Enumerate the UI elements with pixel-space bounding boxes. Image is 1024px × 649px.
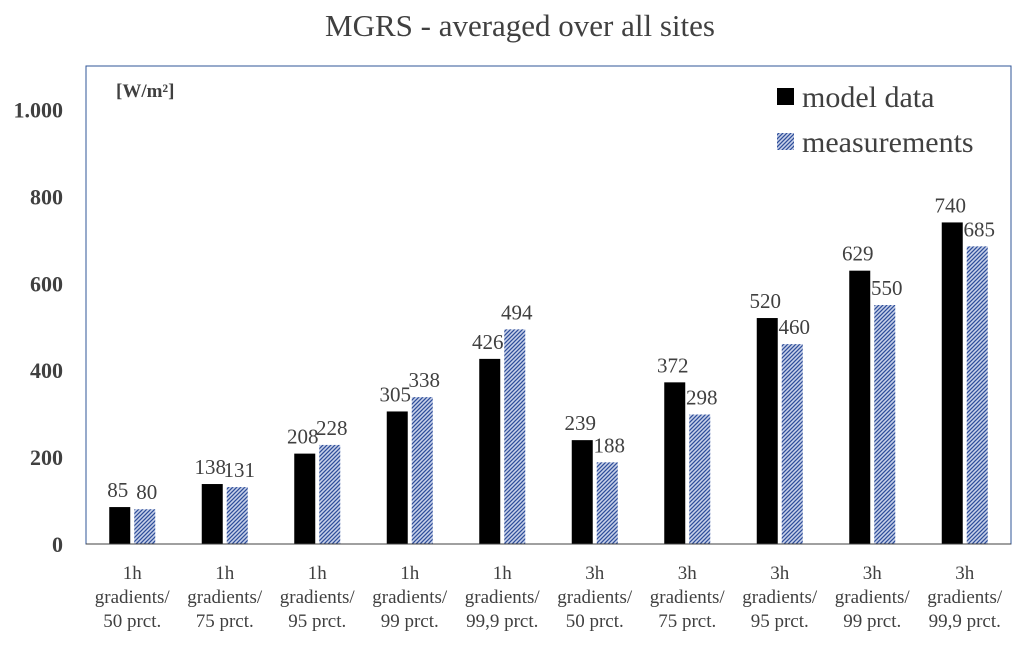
y-tick-label: 600 <box>30 271 63 296</box>
bar-model-data <box>756 318 778 544</box>
data-label-model-data: 239 <box>565 411 597 435</box>
bar-measurements <box>966 246 988 544</box>
legend-label-model-data: model data <box>802 81 934 114</box>
x-tick-label: 1h gradients/99 prct. <box>372 563 448 632</box>
data-label-measurements: 685 <box>964 217 996 241</box>
data-label-model-data: 372 <box>657 353 689 377</box>
data-label-model-data: 208 <box>287 425 319 449</box>
data-label-model-data: 305 <box>380 382 412 406</box>
x-tick-label: 1h gradients/99,9 prct. <box>465 563 541 632</box>
bar-measurements <box>689 414 711 544</box>
chart-title: MGRS - averaged over all sites <box>325 8 715 43</box>
legend-swatch-model-data <box>777 88 794 105</box>
x-tick-label: 3h gradients/99 prct. <box>835 563 911 632</box>
x-tick-label: 1h gradients/95 prct. <box>280 563 356 632</box>
x-tick-label: 1h gradients/75 prct. <box>187 563 263 632</box>
unit-label: [W/m²] <box>116 81 174 102</box>
y-tick-label: 1.000 <box>14 97 64 122</box>
data-label-measurements: 494 <box>501 300 533 324</box>
bar-model-data <box>294 453 316 544</box>
data-label-model-data: 740 <box>935 193 967 217</box>
legend-swatch-measurements <box>777 133 794 150</box>
data-label-measurements: 228 <box>316 416 348 440</box>
data-label-measurements: 298 <box>686 386 718 410</box>
y-tick-label: 800 <box>30 184 63 209</box>
bar-measurements <box>874 305 896 544</box>
y-tick-label: 400 <box>30 358 63 383</box>
legend: model data measurements <box>777 81 974 159</box>
x-axis-ticks: 1h gradients/50 prct.1h gradients/75 prct.… <box>95 563 1003 632</box>
data-label-measurements: 188 <box>594 433 626 457</box>
y-tick-label: 0 <box>52 532 63 557</box>
bar-model-data <box>849 270 871 544</box>
data-label-measurements: 460 <box>779 315 811 339</box>
bar-measurements <box>411 397 433 544</box>
y-tick-label: 200 <box>30 445 63 470</box>
bar-measurements <box>134 509 156 544</box>
bar-measurements <box>504 329 526 544</box>
bars-group <box>86 222 1011 545</box>
bar-model-data <box>664 382 686 544</box>
x-tick-label: 3h gradients/99,9 prct. <box>927 563 1003 632</box>
x-tick-label: 3h gradients/75 prct. <box>650 563 726 632</box>
data-label-model-data: 138 <box>195 455 227 479</box>
data-label-measurements: 338 <box>409 368 441 392</box>
bar-model-data <box>386 411 408 544</box>
bar-measurements <box>226 487 248 544</box>
bar-model-data <box>201 484 223 544</box>
data-label-measurements: 80 <box>136 480 157 504</box>
x-tick-label: 1h gradients/50 prct. <box>95 563 171 632</box>
x-tick-label: 3h gradients/50 prct. <box>557 563 633 632</box>
bar-measurements <box>781 344 803 544</box>
bar-measurements <box>319 444 341 544</box>
x-tick-label: 3h gradients/95 prct. <box>742 563 818 632</box>
bar-model-data <box>109 507 131 544</box>
data-label-model-data: 85 <box>107 478 128 502</box>
data-label-model-data: 426 <box>472 330 504 354</box>
data-label-model-data: 520 <box>750 289 782 313</box>
data-label-measurements: 131 <box>224 458 256 482</box>
bar-model-data <box>571 440 593 544</box>
data-label-model-data: 629 <box>842 242 874 266</box>
bar-model-data <box>479 358 501 544</box>
bar-model-data <box>941 222 963 544</box>
legend-label-measurements: measurements <box>802 126 974 159</box>
bar-measurements <box>596 462 618 544</box>
y-axis-ticks: 0 200 400 600 800 1.000 <box>14 97 64 557</box>
data-label-measurements: 550 <box>871 276 903 300</box>
